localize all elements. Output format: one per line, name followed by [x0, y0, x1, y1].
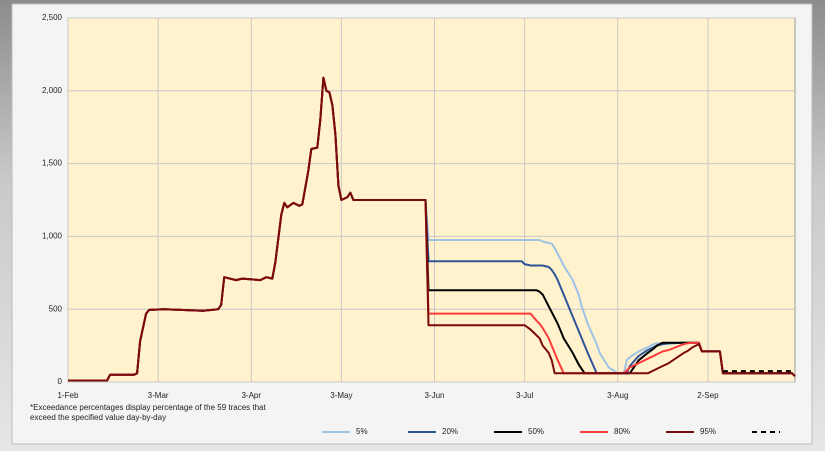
- legend-label: 20%: [442, 427, 458, 436]
- y-tick-label: 1,000: [42, 232, 63, 241]
- x-tick-label: 1-Feb: [58, 391, 79, 400]
- legend-label: 95%: [700, 427, 716, 436]
- x-tick-label: 3-Aug: [607, 391, 628, 400]
- y-tick-label: 0: [58, 377, 63, 386]
- series-line: [68, 76, 796, 382]
- x-tick-label: 3-Jun: [424, 391, 444, 400]
- y-tick-label: 2,500: [42, 13, 63, 22]
- x-tick-label: 3-May: [330, 391, 352, 400]
- y-tick-label: 2,000: [42, 86, 63, 95]
- x-tick-label: 2-Sep: [697, 391, 719, 400]
- note: exceed the specified value day-by-day: [30, 413, 166, 422]
- legend-label: 80%: [614, 427, 630, 436]
- legend-label: 5%: [356, 427, 368, 436]
- plot-area: [67, 17, 796, 383]
- note: *Exceedance percentages display percenta…: [30, 403, 266, 412]
- y-tick-label: 1,500: [42, 159, 63, 168]
- x-tick-label: 3-Jul: [516, 391, 534, 400]
- y-tick-label: 500: [49, 304, 63, 313]
- x-tick-label: 3-Mar: [148, 391, 169, 400]
- legend-label: 50%: [528, 427, 544, 436]
- x-tick-label: 3-Apr: [241, 391, 261, 400]
